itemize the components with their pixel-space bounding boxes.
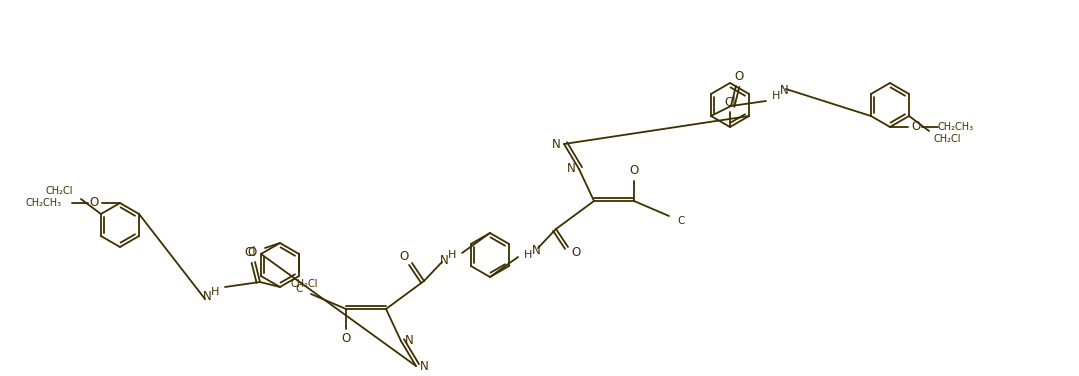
Text: C: C [296,284,303,294]
Text: CH₂Cl: CH₂Cl [290,279,318,289]
Text: O: O [735,70,743,82]
Text: N: N [439,253,449,267]
Text: Cl: Cl [724,96,736,109]
Text: N: N [405,335,413,347]
Text: O: O [341,332,351,346]
Text: N: N [551,138,560,150]
Text: CH₂Cl: CH₂Cl [45,186,72,196]
Text: Cl: Cl [244,247,256,259]
Text: N: N [420,359,428,373]
Text: O: O [912,120,920,133]
Text: N: N [779,85,789,97]
Text: O: O [572,247,581,259]
Text: CH₂Cl: CH₂Cl [933,134,960,144]
Text: N: N [203,291,211,303]
Text: CH₂CH₃: CH₂CH₃ [26,198,63,208]
Text: C: C [678,216,685,226]
Text: O: O [629,165,639,177]
Text: H: H [771,91,780,101]
Text: O: O [399,250,409,264]
Text: N: N [532,244,541,256]
Text: O: O [90,197,98,209]
Text: H: H [523,250,532,260]
Text: CH₂CH₃: CH₂CH₃ [938,122,974,132]
Text: N: N [566,162,575,176]
Text: O: O [247,246,257,259]
Text: H: H [448,250,456,260]
Text: H: H [210,287,219,297]
